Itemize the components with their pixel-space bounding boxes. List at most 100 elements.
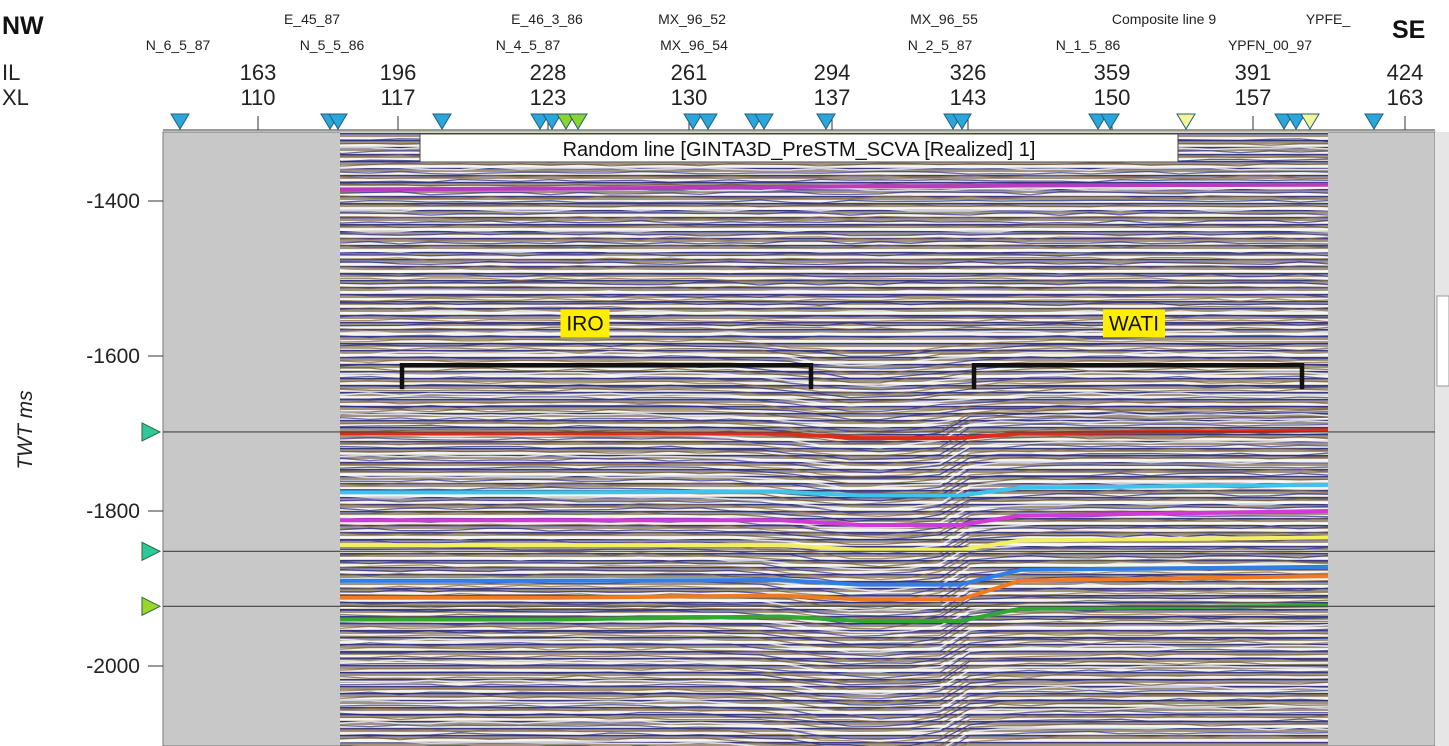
reflector-trace [340,350,1328,367]
reflector-trace [340,236,1328,241]
well-name: N_4_5_87 [496,37,561,53]
direction-nw-label: NW [2,12,44,40]
well-marker[interactable] [530,113,550,130]
well-name: E_45_87 [284,11,340,27]
il-value: 326 [950,60,987,85]
reflector-trace [340,215,1328,221]
reflector-trace [340,355,1328,370]
reflector-trace [340,400,1328,415]
reflector-trace [340,628,1328,658]
horizon-line [340,428,1328,441]
reflector-trace [340,542,1328,571]
time-slice-marker[interactable] [141,541,162,562]
reflector-trace [340,408,1328,424]
xl-value: 130 [671,85,708,110]
well-marker[interactable] [1176,113,1196,130]
xl-value: 123 [530,85,567,110]
reflector-trace [340,407,1328,436]
reflector-trace [340,644,1328,673]
y-tick-label: -2000 [86,655,140,678]
reflector-trace [340,219,1328,225]
xl-value: 163 [1387,85,1424,110]
well-marker[interactable] [1100,113,1120,130]
y-tick-label: -1800 [86,500,140,523]
reflector-trace [340,388,1328,404]
xl-value: 157 [1235,85,1272,110]
time-slice-marker[interactable] [141,596,162,617]
well-marker[interactable] [754,113,774,130]
well-name: YPFE_ [1306,11,1351,27]
reflector-trace [340,685,1328,715]
horizon-line [340,509,1328,527]
il-value: 424 [1387,60,1424,85]
il-value: 261 [671,60,708,85]
reflector-trace [340,546,1328,576]
direction-se-label: SE [1392,16,1425,44]
reflector-trace [340,632,1328,662]
well-marker[interactable] [1364,113,1384,130]
reflector-trace [340,574,1328,604]
well-names-lower: N_6_5_87 N_5_5_86 N_4_5_87 MX_96_54 N_2_5_87… [146,37,1313,53]
xl-axis-label: XL [2,85,29,110]
reflector-trace [340,342,1328,358]
reflector-trace [340,619,1328,650]
reflector-trace [340,530,1328,560]
well-marker[interactable] [683,113,703,130]
right-scrollbar[interactable] [1435,132,1449,746]
reflector-trace [340,419,1328,449]
reflector-trace [340,346,1328,362]
well-marker[interactable] [1088,113,1108,130]
reflector-trace [340,375,1328,391]
reflector-trace [340,281,1328,286]
reflector-trace [340,710,1328,740]
well-name: YPFN_00_97 [1228,37,1312,53]
reflector-trace [340,554,1328,585]
reflector-trace [340,207,1328,213]
reflector-trace [340,178,1328,184]
reflector-trace [340,697,1328,727]
well-marker[interactable] [432,113,452,130]
reflector-trace [340,391,1328,407]
y-axis: -1400 -1600 -1800 -2000 [86,190,163,678]
reflector-trace [340,423,1328,453]
well-marker[interactable] [568,113,588,130]
reflector-trace [340,726,1328,746]
reflector-trace [340,648,1328,679]
top-axis [163,116,1435,131]
reflector-trace [340,301,1328,307]
il-axis-label: IL [2,60,20,85]
reflector-trace [340,623,1328,654]
reflector-trace [340,615,1328,645]
well-names-upper: E_45_87 E_46_3_86 MX_96_52 MX_96_55 Composit… [284,11,1350,27]
well-marker[interactable] [328,113,348,130]
annotation-label-bg [1103,309,1165,338]
reflector-trace [340,371,1328,388]
horizon-line [340,603,1328,623]
reflector-trace [340,305,1328,311]
reflector-trace [340,599,1328,630]
scrollbar-thumb[interactable] [1436,295,1449,387]
well-marker[interactable] [1300,113,1320,130]
reflector-trace [340,240,1328,245]
reflector-trace [340,673,1328,704]
well-marker[interactable] [952,113,972,130]
well-marker[interactable] [542,113,562,130]
well-marker[interactable] [698,113,718,130]
reflector-trace [340,232,1328,237]
well-name: MX_96_55 [910,11,978,27]
il-value: 359 [1094,60,1131,85]
reflector-trace [340,656,1328,686]
well-name: N_2_5_87 [908,37,973,53]
il-value: 196 [380,60,417,85]
well-marker[interactable] [1286,113,1306,130]
horizon-line [340,574,1328,602]
well-marker[interactable] [1274,113,1294,130]
reflector-trace [340,427,1328,457]
well-marker[interactable] [556,113,576,130]
well-marker[interactable] [816,113,836,130]
time-slice-marker[interactable] [141,422,162,442]
y-tick-label: -1600 [86,345,140,368]
well-marker[interactable] [170,113,190,130]
horizon-line [340,182,1328,192]
reflector-trace [340,500,1328,530]
